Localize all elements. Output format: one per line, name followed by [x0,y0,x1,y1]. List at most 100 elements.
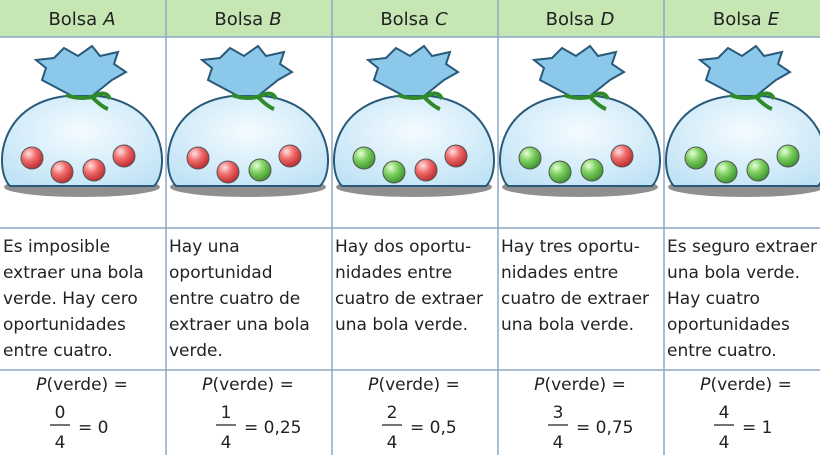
ball [610,144,634,168]
bag-word: Bolsa [214,9,263,30]
ball [112,144,136,168]
ball [20,146,44,170]
result: = 0,75 [576,418,634,438]
ball [746,158,770,182]
bag-body [0,95,164,187]
ball [548,160,572,184]
description-line: entre cuatro. [667,341,777,361]
description-line: una bola verde. [667,263,800,283]
bag-top [531,44,626,97]
denominator: 4 [719,433,730,453]
ball [216,160,240,184]
column-header: Bolsa D [546,9,615,30]
variable: P [700,375,711,395]
ball [248,158,272,182]
bag-letter: C [435,9,448,30]
numerator: 0 [55,403,66,423]
description-line: Hay dos oportu- [335,237,471,257]
bag-word: Bolsa [380,9,429,30]
bag-top [33,44,128,97]
bag-letter: D [600,9,614,30]
ball [50,160,74,184]
description-line: extraer una bola [3,263,144,283]
bag-tie [563,91,610,111]
label: (verde) = [212,375,293,395]
description-line: cuatro de extraer [501,289,649,309]
bag-tie [397,91,444,111]
numerator: 2 [387,403,398,423]
variable: P [368,375,379,395]
result: = 1 [742,418,772,438]
result: = 0,5 [410,418,457,438]
bag-tie [729,91,776,111]
ball [776,144,800,168]
ball [82,158,106,182]
description-line: cuatro de extraer [335,289,483,309]
bag-letter: E [768,9,780,30]
description-line: extraer una bola [169,315,310,335]
bag-word: Bolsa [546,9,595,30]
ball [414,158,438,182]
description-line: oportunidad [169,263,273,283]
column-header: Bolsa B [214,9,281,30]
description-line: una bola verde. [501,315,634,335]
description-line: oportunidades [3,315,126,335]
variable: P [202,375,213,395]
ball [186,146,210,170]
ball [580,158,604,182]
bag-word: Bolsa [713,9,762,30]
description-line: Es seguro extraer [667,237,817,257]
description-line: Es imposible [3,237,110,257]
description-line: nidades entre [501,263,618,283]
column-header: Bolsa A [48,9,115,30]
numerator: 4 [719,403,730,423]
description-line: una bola verde. [335,315,468,335]
denominator: 4 [221,433,232,453]
bag-body [332,95,496,187]
description-line: Hay una [169,237,240,257]
description-line: entre cuatro. [3,341,113,361]
column-header: Bolsa C [380,9,448,30]
result: = 0,25 [244,418,302,438]
label: (verde) = [710,375,791,395]
bag-body [166,95,330,187]
description-line: verde. [169,341,223,361]
bag-top [697,44,792,97]
ball [444,144,468,168]
ball [278,144,302,168]
bag-body [498,95,662,187]
ball [352,146,376,170]
bag-body [664,95,820,187]
bag-top [365,44,460,97]
result: = 0 [78,418,108,438]
bag-tie [65,91,112,111]
denominator: 4 [387,433,398,453]
label: (verde) = [46,375,127,395]
probability-label: P(verde) = [534,375,626,395]
probability-label: P(verde) = [368,375,460,395]
description-line: verde. Hay cero [3,289,138,309]
probability-label: P(verde) = [202,375,294,395]
label: (verde) = [378,375,459,395]
bag-letter: A [102,9,115,30]
description-line: nidades entre [335,263,452,283]
header-background [0,0,820,37]
description-line: Hay cuatro [667,289,760,309]
ball [714,160,738,184]
variable: P [36,375,47,395]
bag-word: Bolsa [48,9,97,30]
label: (verde) = [544,375,625,395]
description-line: Hay tres oportu- [501,237,640,257]
probability-label: P(verde) = [36,375,128,395]
bag-letter: B [269,9,281,30]
description-line: entre cuatro de [169,289,300,309]
denominator: 4 [553,433,564,453]
denominator: 4 [55,433,66,453]
bag-tie [231,91,278,111]
ball [382,160,406,184]
numerator: 1 [221,403,232,423]
bag-top [199,44,294,97]
numerator: 3 [553,403,564,423]
probability-label: P(verde) = [700,375,792,395]
